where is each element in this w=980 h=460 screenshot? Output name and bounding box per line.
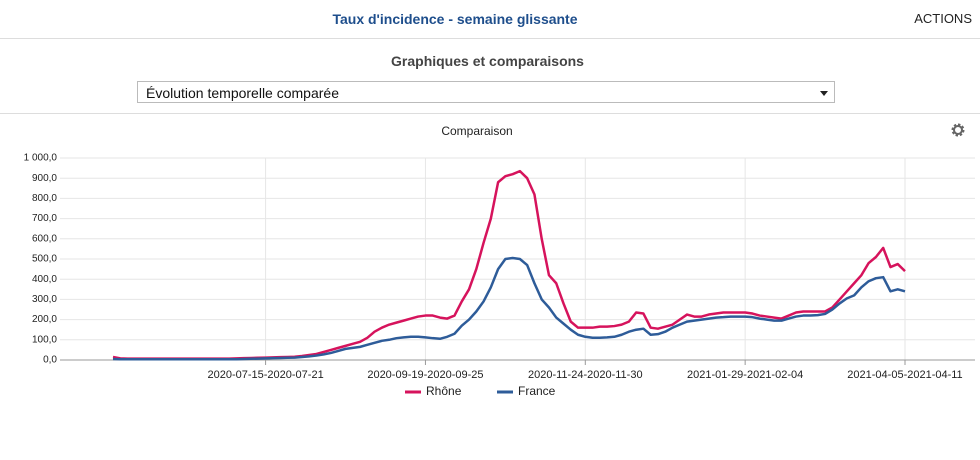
x-tick-label: 2020-11-24-2020-11-30 xyxy=(528,369,643,381)
legend-label: France xyxy=(518,384,556,398)
chart-selector[interactable]: Évolution temporelle comparée xyxy=(137,81,835,103)
selector-value: Évolution temporelle comparée xyxy=(146,85,339,101)
x-tick-label: 2020-07-15-2020-07-21 xyxy=(207,369,323,381)
x-tick-label: 2020-09-19-2020-09-25 xyxy=(367,369,483,381)
y-tick-label: 900,0 xyxy=(32,173,57,184)
y-tick-label: 500,0 xyxy=(32,254,57,265)
y-tick-label: 1 000,0 xyxy=(24,153,58,164)
separator xyxy=(0,113,980,114)
legend-label: Rhône xyxy=(426,384,462,398)
gear-ring xyxy=(953,125,963,135)
actions-button[interactable]: ACTIONS xyxy=(914,11,972,26)
section-title: Graphiques et comparaisons xyxy=(391,53,584,69)
series-line xyxy=(112,256,906,361)
y-tick-label: 200,0 xyxy=(32,314,57,325)
y-tick-label: 0,0 xyxy=(43,355,57,366)
header: Taux d'incidence - semaine glissante ACT… xyxy=(0,0,980,39)
y-tick-label: 600,0 xyxy=(32,233,57,244)
chart: Comparaison 0,0 100,0 200,0 300,0 400,0 500,0… xyxy=(24,123,975,398)
y-tick-label: 400,0 xyxy=(32,274,57,285)
series-line xyxy=(112,169,906,360)
header-title: Taux d'incidence - semaine glissante xyxy=(332,11,578,27)
x-tick-label: 2021-01-29-2021-02-04 xyxy=(687,369,803,381)
legend-item[interactable]: Rhône xyxy=(405,384,462,398)
y-tick-label: 800,0 xyxy=(32,193,57,204)
selector-arrow xyxy=(820,91,828,96)
x-tick-label: 2021-04-05-2021-04-11 xyxy=(847,369,962,381)
y-tick-label: 100,0 xyxy=(32,334,57,345)
legend-item[interactable]: France xyxy=(497,384,556,398)
y-tick-label: 300,0 xyxy=(32,294,57,305)
settings-icon[interactable] xyxy=(951,123,965,137)
chart-title: Comparaison xyxy=(441,124,512,138)
y-tick-label: 700,0 xyxy=(32,213,57,224)
